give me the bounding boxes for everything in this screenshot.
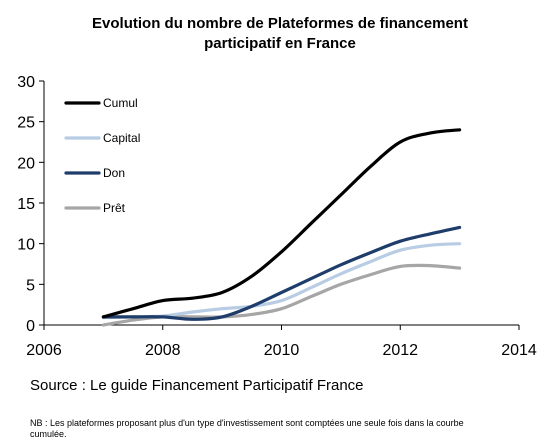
series-line-cumul bbox=[101, 128, 462, 319]
y-ticks: 0 5 10 15 20 25 30 bbox=[17, 74, 44, 335]
legend-label-capital: Capital bbox=[103, 131, 140, 145]
legend-label-pret: Prêt bbox=[103, 201, 126, 215]
legend-label-don: Don bbox=[103, 166, 125, 180]
source-text: Source : Le guide Financement Participat… bbox=[30, 377, 364, 394]
x-tick-label: 2008 bbox=[145, 342, 181, 359]
series-line-don bbox=[101, 225, 462, 321]
chart-title-line-2: participatif en France bbox=[204, 35, 356, 52]
series-line-capital bbox=[101, 242, 462, 320]
legend: Cumul Capital Don Prêt bbox=[64, 96, 140, 215]
x-ticks: 2006 2008 2010 2012 2014 bbox=[26, 325, 537, 359]
y-tick-label: 15 bbox=[17, 196, 35, 213]
x-tick-label: 2006 bbox=[26, 342, 62, 359]
y-tick-label: 25 bbox=[17, 115, 35, 132]
x-tick-label: 2010 bbox=[264, 342, 300, 359]
footnote: NB : Les plateformes proposant plus d'un… bbox=[30, 418, 464, 439]
x-tick-label: 2014 bbox=[501, 342, 537, 359]
legend-label-cumul: Cumul bbox=[103, 96, 138, 110]
chart-title: Evolution du nombre de Plateformes de fi… bbox=[0, 14, 550, 54]
series-lines bbox=[101, 128, 462, 327]
chart-title-line-1: Evolution du nombre de Plateformes de fi… bbox=[92, 15, 468, 32]
y-tick-label: 20 bbox=[17, 155, 35, 172]
x-tick-label: 2012 bbox=[382, 342, 418, 359]
y-tick-label: 0 bbox=[26, 318, 35, 335]
y-tick-label: 5 bbox=[26, 277, 35, 294]
y-tick-label: 10 bbox=[17, 237, 35, 254]
y-tick-label: 30 bbox=[17, 74, 35, 91]
